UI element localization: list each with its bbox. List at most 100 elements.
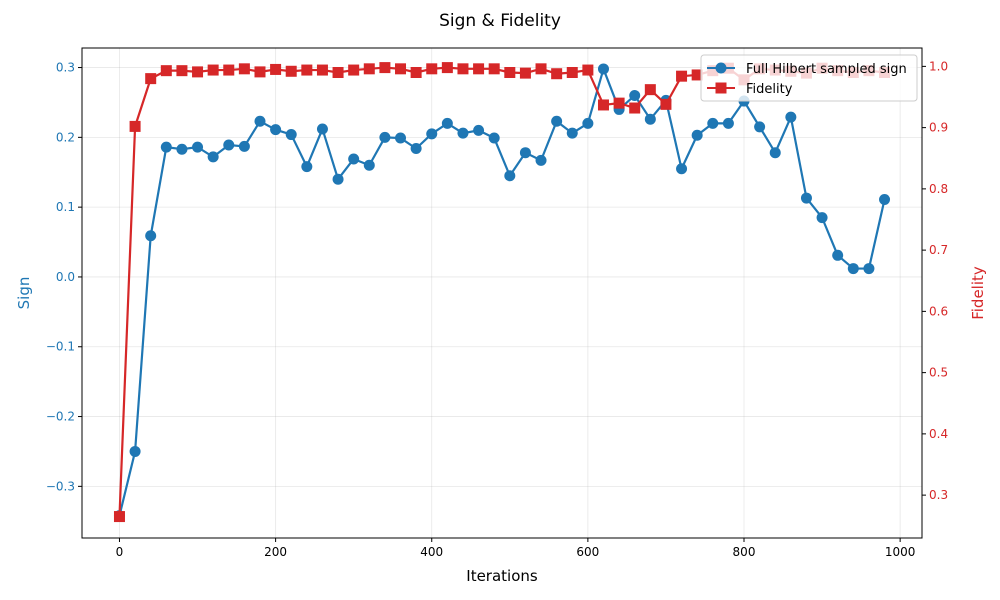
data-point-circle <box>316 123 328 135</box>
data-point-square <box>332 67 344 78</box>
legend-marker-sign <box>715 62 727 74</box>
data-point-square <box>301 64 313 76</box>
data-point-circle <box>457 127 469 139</box>
data-point-square <box>379 62 391 74</box>
data-point-circle <box>379 131 391 143</box>
y-left-tick-label: −0.1 <box>46 340 75 354</box>
data-point-circle <box>473 124 485 136</box>
data-point-square <box>348 64 360 76</box>
data-point-square <box>285 65 297 77</box>
data-point-square <box>441 62 453 74</box>
data-point-circle <box>597 63 609 75</box>
data-point-square <box>363 63 375 75</box>
x-tick-label: 400 <box>420 545 443 559</box>
data-point-circle <box>582 117 594 129</box>
y-right-tick-label: 0.6 <box>929 304 948 318</box>
data-point-square <box>473 63 485 75</box>
data-point-circle <box>207 151 219 163</box>
data-point-square <box>504 67 516 78</box>
legend: Full Hilbert sampled sign Fidelity <box>700 54 918 102</box>
y-right-tick-label: 0.4 <box>929 427 948 441</box>
y-left-tick-label: −0.3 <box>46 479 75 493</box>
y-left-tick-label: 0.2 <box>56 130 75 144</box>
data-point-square <box>160 65 172 77</box>
y-right-tick-label: 0.5 <box>929 366 948 380</box>
data-point-square <box>145 73 157 85</box>
data-point-square <box>691 69 703 81</box>
data-point-circle <box>176 143 188 155</box>
legend-label-sign: Full Hilbert sampled sign <box>746 62 907 77</box>
data-point-circle <box>691 129 703 141</box>
data-point-circle <box>145 230 157 242</box>
data-point-square <box>566 67 578 78</box>
plot-area-frame <box>81 47 923 539</box>
data-point-square <box>613 97 625 109</box>
x-tick-label: 200 <box>264 545 287 559</box>
legend-label-fidelity: Fidelity <box>746 82 793 97</box>
y-left-tick-label: 0.1 <box>56 200 75 214</box>
data-point-circle <box>754 121 766 133</box>
data-point-square <box>129 120 141 132</box>
data-point-square <box>270 63 282 75</box>
data-point-circle <box>519 147 531 159</box>
data-point-circle <box>192 141 204 153</box>
data-point-square <box>395 63 407 75</box>
data-point-circle <box>535 154 547 166</box>
data-point-circle <box>285 129 297 141</box>
y-right-tick-label: 0.7 <box>929 243 948 257</box>
data-point-circle <box>441 117 453 129</box>
data-point-square <box>192 66 204 78</box>
data-point-circle <box>566 127 578 139</box>
series-sign <box>113 63 891 522</box>
data-point-circle <box>676 163 688 175</box>
y-right-tick-label: 0.3 <box>929 488 948 502</box>
data-point-square <box>519 67 531 79</box>
data-point-circle <box>426 128 438 140</box>
data-point-circle <box>160 141 172 153</box>
data-point-circle <box>129 445 141 457</box>
data-point-circle <box>270 124 282 136</box>
data-point-square <box>597 99 609 111</box>
data-point-circle <box>707 117 719 129</box>
y-left-tick-label: −0.2 <box>46 410 75 424</box>
data-point-circle <box>223 139 235 151</box>
data-point-circle <box>644 113 656 125</box>
legend-marker-fidelity <box>715 82 727 94</box>
data-point-circle <box>238 140 250 152</box>
data-point-square <box>629 102 641 114</box>
y-right-tick-label: 1.0 <box>929 59 948 73</box>
series-layer <box>113 62 891 523</box>
data-point-square <box>582 64 594 76</box>
data-point-square <box>644 84 656 96</box>
data-point-circle <box>800 192 812 204</box>
x-tick-label: 0 <box>116 545 124 559</box>
data-point-circle <box>722 117 734 129</box>
data-point-square <box>488 63 500 75</box>
data-point-circle <box>332 173 344 185</box>
data-point-square <box>238 63 250 75</box>
data-point-square <box>254 66 266 78</box>
data-point-square <box>535 63 547 75</box>
data-point-square <box>660 98 672 110</box>
data-point-square <box>457 63 469 75</box>
y-left-tick-label: 0.0 <box>56 270 75 284</box>
y-axis-right: 0.3 0.4 0.5 0.6 0.7 0.8 0.9 1.0 <box>922 59 948 502</box>
x-axis-label: Iterations <box>466 567 538 585</box>
data-point-square <box>426 63 438 75</box>
data-point-circle <box>254 115 266 127</box>
data-point-square <box>113 511 125 523</box>
legend-box <box>700 54 918 102</box>
y-axis-left: −0.3 −0.2 −0.1 0.0 0.1 0.2 0.3 <box>46 61 82 493</box>
data-point-circle <box>504 170 516 182</box>
x-axis: 0 200 400 600 800 1000 <box>116 538 915 559</box>
data-point-circle <box>488 132 500 144</box>
data-point-square <box>207 64 219 76</box>
chart-title: Sign & Fidelity <box>439 11 561 31</box>
data-point-circle <box>348 153 360 165</box>
data-point-circle <box>551 115 563 127</box>
x-tick-label: 600 <box>576 545 599 559</box>
y-left-tick-label: 0.3 <box>56 61 75 75</box>
data-point-circle <box>301 161 313 173</box>
data-point-square <box>676 70 688 82</box>
